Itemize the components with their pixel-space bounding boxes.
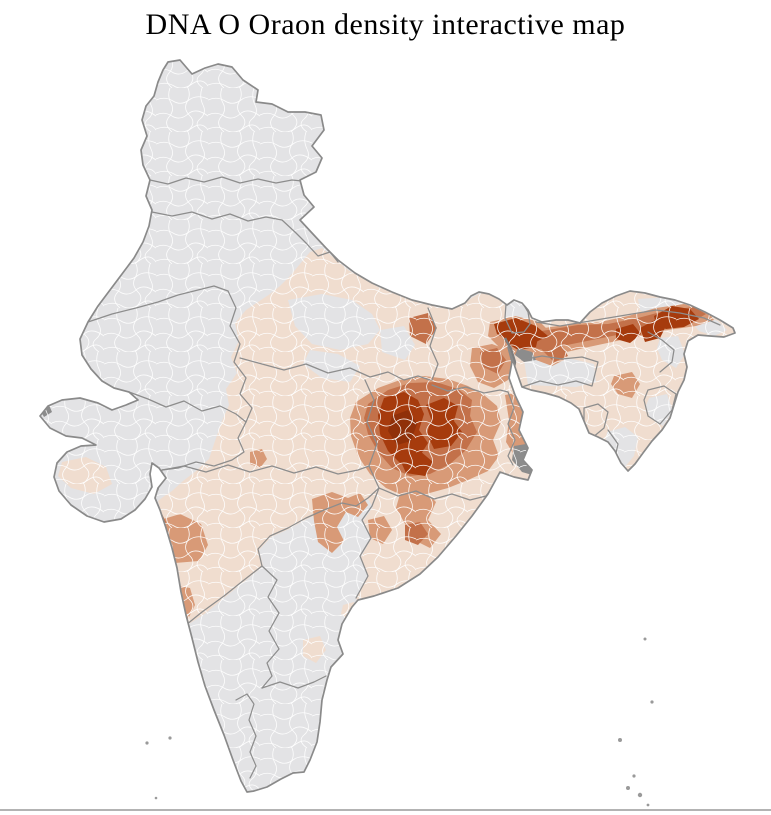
island-dot (650, 700, 654, 704)
district-region-mumbai-masked[interactable] (150, 505, 158, 514)
island-dot (643, 637, 647, 641)
island-dot (154, 796, 158, 800)
island-dot (168, 736, 172, 740)
page-title: DNA O Oraon density interactive map (145, 8, 626, 41)
island-dot (145, 741, 149, 745)
district-region-andaman-chain[interactable] (617, 660, 636, 728)
bottom-divider (0, 809, 771, 811)
island-dot (626, 786, 630, 790)
island-dot (646, 803, 650, 807)
island-dot (632, 774, 636, 778)
island-dot (618, 738, 622, 742)
island-dot (637, 792, 643, 798)
india-outline (39, 59, 736, 793)
